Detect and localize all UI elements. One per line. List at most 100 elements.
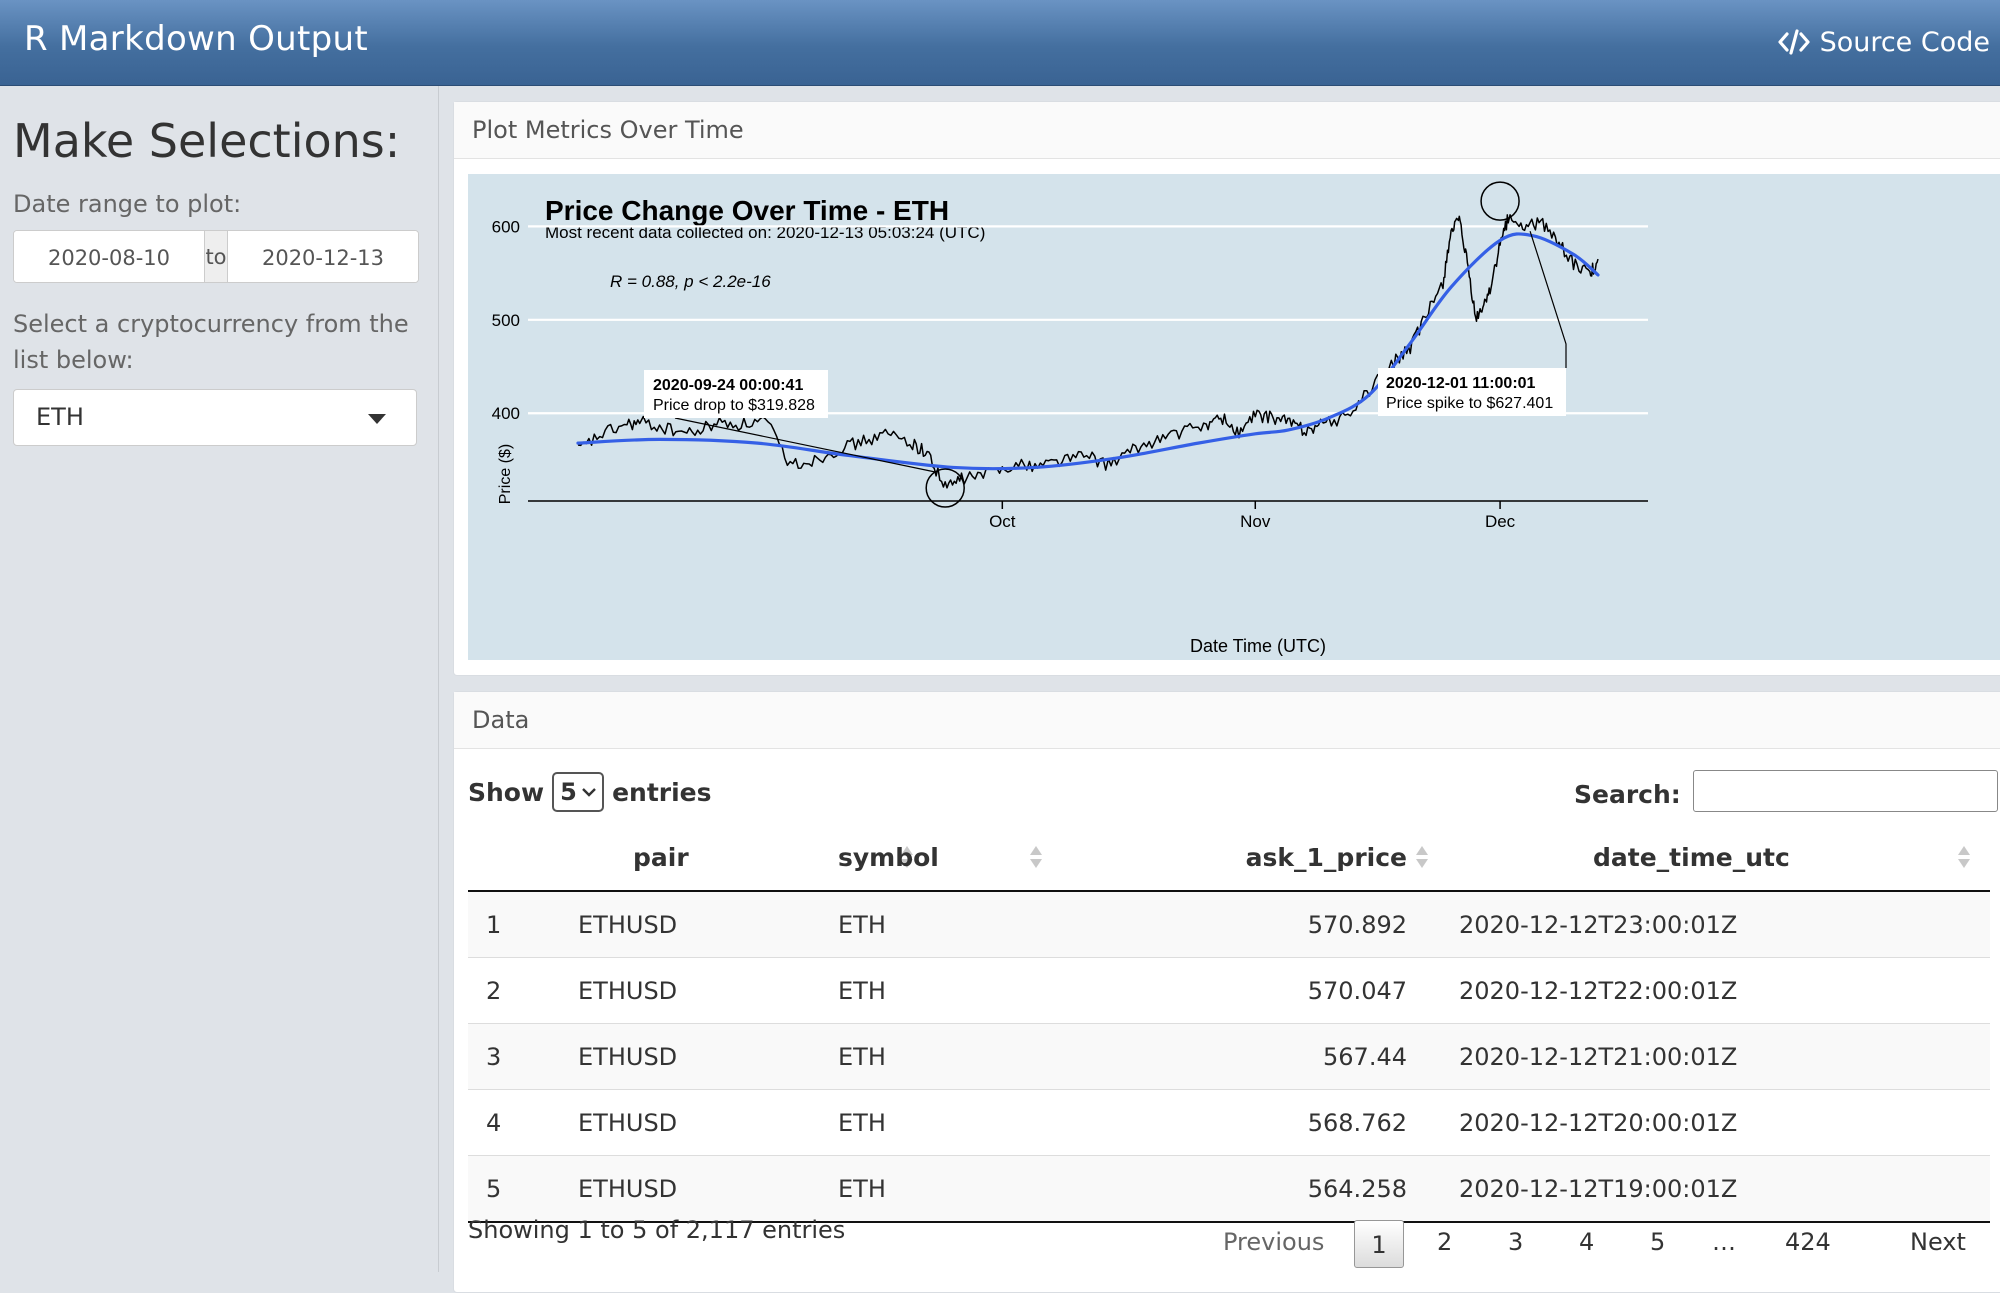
sidebar-heading: Make Selections:	[13, 114, 401, 168]
crypto-select[interactable]: ETH	[13, 389, 417, 446]
cell-pair: ETHUSD	[578, 957, 778, 1024]
sort-icon	[1416, 846, 1428, 870]
date-range-input: to	[13, 230, 419, 283]
date-end-input[interactable]	[228, 231, 418, 282]
sort-icon	[1030, 846, 1042, 870]
column-header-symbol[interactable]: symbol	[778, 824, 1063, 892]
cell-date-time: 2020-12-12T19:00:01Z	[1433, 1155, 1990, 1223]
code-icon	[1777, 29, 1810, 55]
table-row[interactable]: 5 ETHUSD ETH 564.258 2020-12-12T19:00:01Z	[468, 1155, 1990, 1223]
price-spike-marker	[1480, 181, 1520, 221]
pagination-page[interactable]: 5	[1650, 1228, 1666, 1256]
data-card-title: Data	[454, 692, 2000, 749]
crypto-select-value: ETH	[36, 403, 84, 431]
sort-icon	[1958, 846, 1970, 870]
price-drop-label-text: Price drop to $319.828	[653, 397, 815, 414]
pagination-page[interactable]: 3	[1508, 1228, 1524, 1256]
x-tick-label: Oct	[989, 512, 1016, 531]
price-chart: Price Change Over Time - ETH Most recent…	[468, 174, 2000, 660]
page-length-control: Show 5 entries	[468, 772, 712, 812]
pagination-ellipsis: …	[1712, 1228, 1736, 1256]
sidebar: Make Selections: Date range to plot: to …	[0, 86, 439, 1272]
y-axis-label: Price ($)	[497, 444, 514, 504]
table-row[interactable]: 2 ETHUSD ETH 570.047 2020-12-12T22:00:01Z	[468, 957, 1990, 1024]
date-start-input[interactable]	[14, 231, 204, 282]
plot-card-title: Plot Metrics Over Time	[454, 102, 2000, 159]
pagination-page[interactable]: 424	[1785, 1228, 1831, 1256]
pagination-page[interactable]: 2	[1437, 1228, 1453, 1256]
show-label: Show	[468, 777, 545, 807]
table-row[interactable]: 1 ETHUSD ETH 570.892 2020-12-12T23:00:01Z	[468, 890, 1990, 958]
y-tick-label: 600	[492, 217, 520, 236]
cell-index: 1	[468, 890, 578, 958]
price-spike-label-box	[1378, 368, 1566, 416]
top-navbar: R Markdown Output Source Code	[0, 0, 2000, 86]
data-card: Data Show 5 entries Search: pair symbol	[453, 691, 2000, 1293]
cell-ask-price: 564.258	[1063, 1155, 1433, 1223]
cell-date-time: 2020-12-12T22:00:01Z	[1433, 957, 1990, 1024]
entries-label: entries	[612, 777, 712, 807]
column-header-label: ask_1_price	[1245, 842, 1407, 872]
pagination: Previous 1 2 3 4 5 … 424 Next	[454, 1220, 2000, 1268]
chart-subtitle: Most recent data collected on: 2020-12-1…	[545, 223, 985, 242]
x-tick-label: Dec	[1485, 512, 1516, 531]
cell-ask-price: 570.892	[1063, 890, 1433, 958]
date-range-separator: to	[204, 231, 228, 282]
cell-date-time: 2020-12-12T21:00:01Z	[1433, 1023, 1990, 1090]
source-code-button[interactable]: Source Code	[1777, 22, 1990, 62]
y-tick-label: 400	[492, 404, 520, 423]
entries-select[interactable]: 5	[552, 772, 605, 812]
x-axis: Oct Nov Dec	[528, 500, 1648, 531]
pagination-previous[interactable]: Previous	[1223, 1228, 1325, 1256]
cell-date-time: 2020-12-12T23:00:01Z	[1433, 890, 1990, 958]
column-header-pair[interactable]: pair	[578, 824, 913, 892]
cell-index: 4	[468, 1089, 578, 1156]
table-row[interactable]: 4 ETHUSD ETH 568.762 2020-12-12T20:00:01Z	[468, 1089, 1990, 1156]
plot-card: Plot Metrics Over Time Price Change Over…	[453, 101, 2000, 676]
search-input[interactable]	[1693, 770, 1998, 812]
column-header-ask-price[interactable]: ask_1_price	[1063, 824, 1433, 892]
cell-ask-price: 570.047	[1063, 957, 1433, 1024]
pagination-next[interactable]: Next	[1910, 1228, 1966, 1256]
cell-index: 5	[468, 1155, 578, 1223]
crypto-select-label: Select a cryptocurrency from the list be…	[13, 310, 409, 374]
table-row[interactable]: 3 ETHUSD ETH 567.44 2020-12-12T21:00:01Z	[468, 1023, 1990, 1090]
pagination-page[interactable]: 1	[1354, 1220, 1404, 1268]
date-range-label: Date range to plot:	[13, 190, 242, 218]
table-controls: Show 5 entries Search:	[468, 764, 1998, 812]
price-drop-label-box	[644, 370, 828, 418]
column-header-index	[468, 824, 578, 892]
cell-symbol: ETH	[778, 890, 1063, 958]
price-series-line	[577, 214, 1599, 489]
chevron-down-icon	[582, 788, 596, 797]
cell-date-time: 2020-12-12T20:00:01Z	[1433, 1089, 1990, 1156]
chart-title: Price Change Over Time - ETH	[545, 195, 949, 226]
cell-symbol: ETH	[778, 957, 1063, 1024]
price-spike-label-text: Price spike to $627.401	[1386, 395, 1553, 412]
cell-pair: ETHUSD	[578, 1155, 778, 1223]
table-body: 1 ETHUSD ETH 570.892 2020-12-12T23:00:01Z 2 ET…	[468, 890, 1990, 1223]
x-tick-label: Nov	[1240, 512, 1271, 531]
smooth-trend-line	[576, 232, 1600, 471]
pagination-page[interactable]: 4	[1579, 1228, 1595, 1256]
cell-ask-price: 567.44	[1063, 1023, 1433, 1090]
chart-stat-label: R = 0.88, p < 2.2e-16	[610, 272, 771, 291]
column-header-label: symbol	[838, 842, 939, 872]
cell-symbol: ETH	[778, 1089, 1063, 1156]
table-info: Showing 1 to 5 of 2,117 entries	[468, 1216, 846, 1244]
cell-index: 3	[468, 1023, 578, 1090]
caret-down-icon	[368, 414, 386, 424]
x-axis-label: Date Time (UTC)	[1190, 636, 1326, 656]
cell-index: 2	[468, 957, 578, 1024]
chart-annotations: 2020-09-24 00:00:41 Price drop to $319.82…	[644, 181, 1567, 508]
source-code-label: Source Code	[1819, 26, 1990, 58]
column-header-date-time[interactable]: date_time_utc	[1433, 824, 1990, 892]
chart-series	[576, 214, 1600, 489]
cell-ask-price: 568.762	[1063, 1089, 1433, 1156]
cell-pair: ETHUSD	[578, 890, 778, 958]
entries-select-value: 5	[560, 778, 577, 806]
app-title: R Markdown Output	[24, 19, 369, 59]
cell-pair: ETHUSD	[578, 1089, 778, 1156]
price-spike-leader	[1529, 230, 1567, 368]
